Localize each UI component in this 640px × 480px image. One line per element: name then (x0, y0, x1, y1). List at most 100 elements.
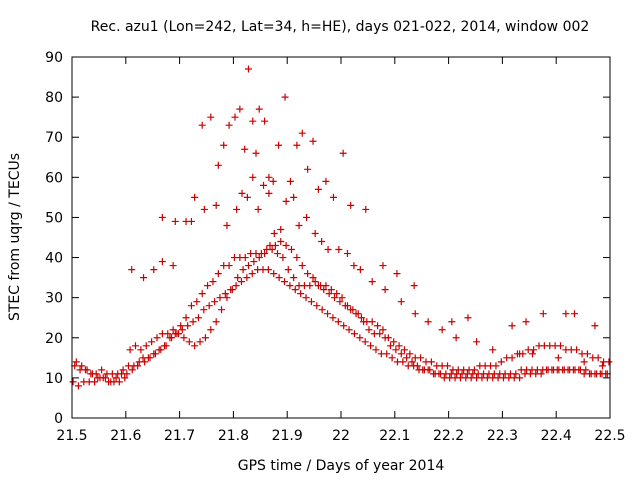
data-point (243, 193, 251, 201)
data-point (329, 314, 337, 322)
data-point (233, 205, 241, 213)
data-point (243, 274, 251, 282)
data-point (275, 274, 283, 282)
y-tick-label: 10 (45, 371, 63, 387)
data-point (562, 310, 570, 318)
data-point (448, 318, 456, 326)
data-point (386, 342, 394, 350)
data-point (314, 185, 322, 193)
y-axis-ticks: 0 10 20 30 40 50 60 70 80 90 (45, 50, 610, 427)
data-point (492, 362, 500, 370)
data-point (298, 262, 306, 270)
data-point (284, 266, 292, 274)
data-point (464, 314, 472, 322)
data-point (580, 358, 588, 366)
data-point (311, 229, 319, 237)
data-point (153, 334, 161, 342)
data-point (388, 354, 396, 362)
data-point (270, 270, 278, 278)
data-point (221, 290, 229, 298)
data-point (390, 338, 398, 346)
data-point (234, 274, 242, 282)
data-point (368, 278, 376, 286)
data-point (508, 354, 516, 362)
data-point (318, 238, 326, 246)
plot-frame (71, 56, 611, 419)
y-tick-label: 60 (45, 170, 63, 186)
data-point (293, 141, 301, 149)
data-point (365, 326, 373, 334)
data-point (119, 366, 127, 374)
data-point (250, 258, 258, 266)
data-point (372, 346, 380, 354)
data-point (137, 346, 145, 354)
data-point (232, 282, 240, 290)
data-point (452, 334, 460, 342)
data-point (220, 141, 228, 149)
data-point (508, 322, 516, 330)
y-tick-label: 30 (45, 291, 63, 307)
data-point (583, 350, 591, 358)
y-tick-label: 80 (45, 90, 63, 106)
data-point (306, 282, 314, 290)
data-point (205, 302, 213, 310)
data-point (327, 286, 335, 294)
x-tick-label: 22 (332, 428, 350, 444)
data-point (333, 290, 341, 298)
data-point (211, 298, 219, 306)
data-points (69, 65, 613, 390)
data-point (249, 117, 257, 125)
data-point (164, 330, 172, 338)
data-point (231, 113, 239, 121)
data-point (98, 366, 106, 374)
data-point (383, 350, 391, 358)
data-point (169, 262, 177, 270)
data-point (598, 362, 606, 370)
data-point (78, 362, 86, 370)
data-point (178, 326, 186, 334)
data-point (171, 217, 179, 225)
data-point (182, 314, 190, 322)
data-point (512, 370, 520, 378)
data-point (410, 282, 418, 290)
data-point (158, 213, 166, 221)
data-point (309, 137, 317, 145)
data-point (357, 314, 365, 322)
data-point (397, 350, 405, 358)
y-tick-label: 90 (45, 50, 63, 66)
data-point (516, 350, 524, 358)
data-point (605, 358, 613, 366)
data-point (304, 270, 312, 278)
data-point (295, 221, 303, 229)
data-point (367, 342, 375, 350)
x-axis-ticks: 21.5 21.6 21.7 21.8 21.9 22 22.1 22.2 22.3 22.4 22… (56, 57, 626, 444)
data-point (142, 342, 150, 350)
data-point (146, 354, 154, 362)
data-point (350, 262, 358, 270)
data-point (282, 197, 290, 205)
data-point (241, 254, 249, 262)
y-axis-label: STEC from uqrg / TECUs (7, 153, 23, 321)
data-point (74, 382, 82, 390)
data-point (207, 326, 215, 334)
data-point (347, 306, 355, 314)
x-tick-label: 22.3 (487, 428, 518, 444)
data-point (376, 330, 384, 338)
data-point (392, 346, 400, 354)
data-point (126, 346, 134, 354)
data-point (304, 165, 312, 173)
data-point (324, 246, 332, 254)
data-point (329, 193, 337, 201)
data-point (381, 286, 389, 294)
data-point (290, 193, 298, 201)
data-point (184, 322, 192, 330)
data-point (148, 338, 156, 346)
data-point (150, 266, 158, 274)
y-tick-label: 70 (45, 130, 63, 146)
data-point (293, 254, 301, 262)
data-point (123, 370, 131, 378)
data-point (277, 238, 285, 246)
data-point (324, 310, 332, 318)
data-point (128, 266, 136, 274)
data-point (223, 294, 231, 302)
